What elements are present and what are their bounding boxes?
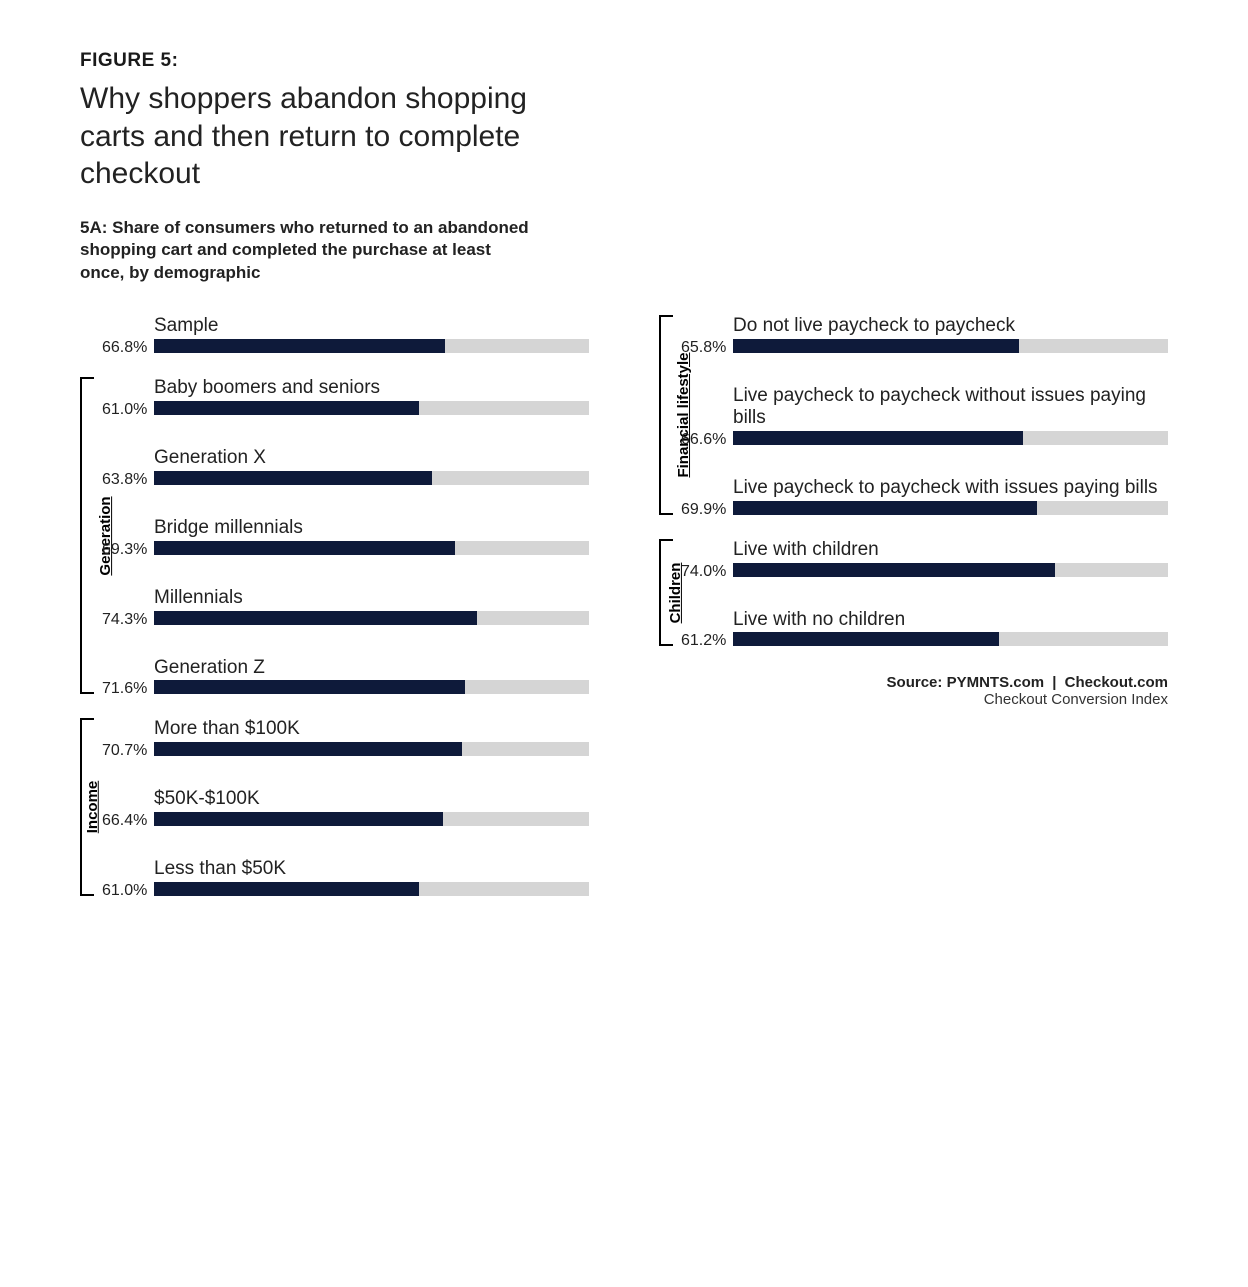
bar-pct: 61.0% (102, 401, 152, 419)
bar-pct: 61.2% (681, 632, 731, 650)
bar-fill (154, 812, 443, 826)
bar-track (154, 882, 589, 896)
bar-track (733, 431, 1168, 445)
bar-row: Live paycheck to paycheck with issues pa… (681, 477, 1168, 515)
bar-pct: 70.7% (102, 742, 152, 760)
bar-fill (154, 611, 477, 625)
source-prefix: Source: (887, 674, 943, 691)
group-children: Children Live with children 74.0% Live w… (659, 539, 1168, 647)
bar-track (154, 611, 589, 625)
bar-row: Generation X 63.8% (102, 447, 589, 485)
bar-label: Live paycheck to paycheck without issues… (733, 385, 1168, 429)
source-line: Source: PYMNTS.com | Checkout.com (659, 674, 1168, 691)
bar-label: Baby boomers and seniors (154, 377, 589, 399)
bar-track (154, 680, 589, 694)
bracket-icon (80, 377, 94, 694)
bar-pct: 63.8% (102, 471, 152, 489)
bar-fill (733, 501, 1037, 515)
bar-row: Millennials 74.3% (102, 587, 589, 625)
bar-track (154, 471, 589, 485)
bar-label: $50K-$100K (154, 788, 589, 810)
bar-track (154, 812, 589, 826)
bar-track (733, 632, 1168, 646)
bar-row: Do not live paycheck to paycheck 65.8% (681, 315, 1168, 353)
group-income: Income More than $100K 70.7% $50K-$100K … (80, 718, 589, 896)
bar-row: Live paycheck to paycheck without issues… (681, 385, 1168, 445)
bar-wrap: 66.8% (154, 339, 589, 353)
right-column: Financial lifestyle Do not live paycheck… (659, 315, 1168, 708)
bar-fill (733, 632, 999, 646)
bar-track (733, 339, 1168, 353)
bar-label: Do not live paycheck to paycheck (733, 315, 1168, 337)
bar-pct: 74.0% (681, 563, 731, 581)
bar-row: Live with no children 61.2% (681, 609, 1168, 647)
bar-pct: 66.8% (102, 339, 152, 357)
group-generation: Generation Baby boomers and seniors 61.0… (80, 377, 589, 694)
bar-fill (154, 339, 445, 353)
figure-header: FIGURE 5: Why shoppers abandon shopping … (80, 50, 1168, 285)
bar-pct: 66.4% (102, 812, 152, 830)
source-sub: Checkout Conversion Index (659, 691, 1168, 708)
group-sample: Sample 66.8% (80, 315, 589, 353)
bar-track (733, 501, 1168, 515)
bar-row: Less than $50K 61.0% (102, 858, 589, 896)
bar-track (733, 563, 1168, 577)
bar-row-sample: Sample 66.8% (102, 315, 589, 353)
bar-row: Baby boomers and seniors 61.0% (102, 377, 589, 415)
chart-columns: Sample 66.8% Generation Baby boomers and… (80, 315, 1168, 920)
bar-label: Live paycheck to paycheck with issues pa… (733, 477, 1168, 499)
bar-row: $50K-$100K 66.4% (102, 788, 589, 826)
bar-track (154, 742, 589, 756)
bar-fill (154, 742, 462, 756)
bar-label: Less than $50K (154, 858, 589, 880)
bar-row: Generation Z 71.6% (102, 657, 589, 695)
figure-title: Why shoppers abandon shopping carts and … (80, 80, 580, 193)
bar-label: Generation Z (154, 657, 589, 679)
bar-fill (154, 401, 419, 415)
bar-row: Live with children 74.0% (681, 539, 1168, 577)
bar-label: More than $100K (154, 718, 589, 740)
bar-row: More than $100K 70.7% (102, 718, 589, 756)
bracket-icon (659, 315, 673, 514)
figure-subtitle: 5A: Share of consumers who returned to a… (80, 217, 540, 286)
source-a: PYMNTS.com (947, 674, 1045, 691)
left-column: Sample 66.8% Generation Baby boomers and… (80, 315, 589, 920)
bar-pct: 74.3% (102, 611, 152, 629)
bar-fill (733, 339, 1019, 353)
bar-track (154, 339, 589, 353)
bar-fill (154, 541, 455, 555)
bar-track (154, 541, 589, 555)
bar-label: Live with no children (733, 609, 1168, 631)
bar-label: Live with children (733, 539, 1168, 561)
bar-pct: 69.9% (681, 501, 731, 519)
bar-pct: 71.6% (102, 680, 152, 698)
bar-fill (154, 680, 465, 694)
bar-fill (154, 882, 419, 896)
bar-pct: 61.0% (102, 882, 152, 900)
bar-track (154, 401, 589, 415)
bar-fill (154, 471, 432, 485)
source-b: Checkout.com (1065, 674, 1168, 691)
group-label-income: Income (84, 781, 101, 834)
bar-pct: 66.6% (681, 431, 731, 449)
figure-label: FIGURE 5: (80, 50, 1168, 72)
bar-label: Millennials (154, 587, 589, 609)
bar-row: Bridge millennials 69.3% (102, 517, 589, 555)
bar-label: Sample (154, 315, 589, 337)
bar-label: Bridge millennials (154, 517, 589, 539)
source-sep: | (1052, 674, 1056, 691)
bar-fill (733, 563, 1055, 577)
bar-fill (733, 431, 1023, 445)
group-financial: Financial lifestyle Do not live paycheck… (659, 315, 1168, 514)
bar-label: Generation X (154, 447, 589, 469)
bar-pct: 65.8% (681, 339, 731, 357)
bar-pct: 69.3% (102, 541, 152, 559)
